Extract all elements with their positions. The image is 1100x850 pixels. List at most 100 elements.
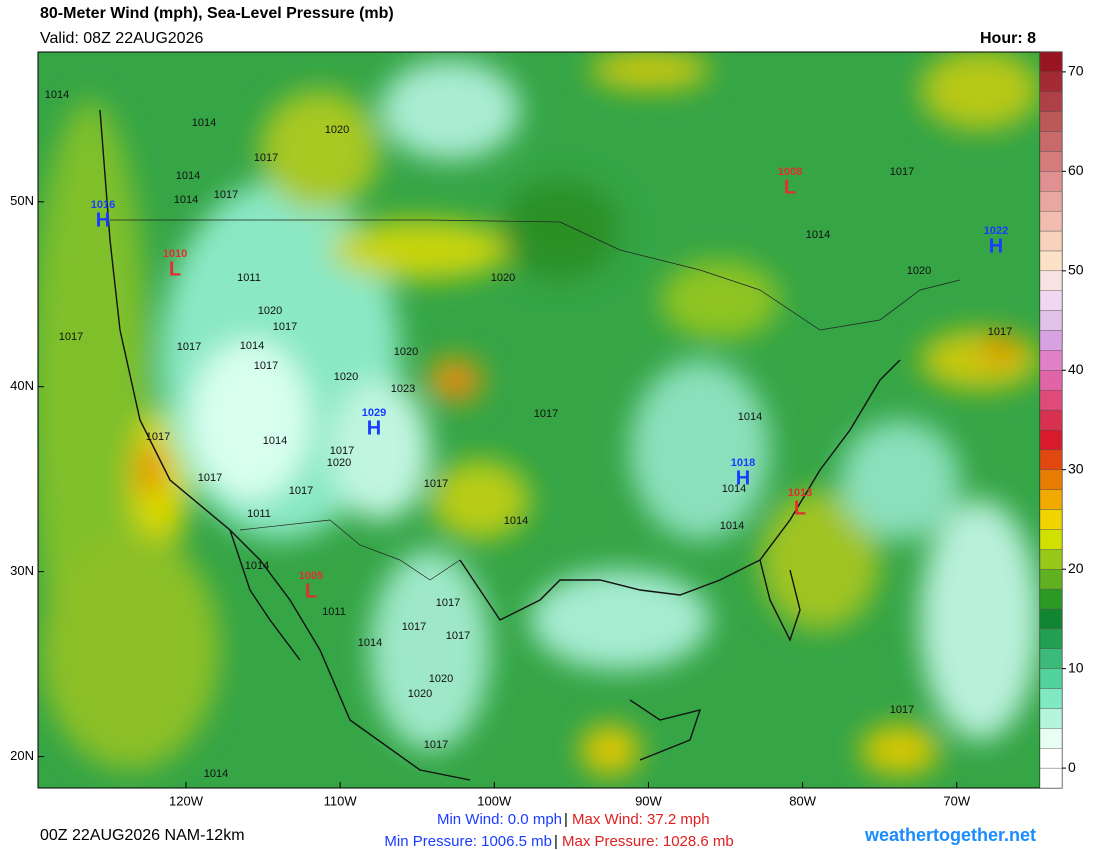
colorbar-swatch: [1039, 767, 1063, 789]
colorbar-label: 50: [1068, 262, 1084, 278]
borders: [110, 219, 961, 581]
colorbar-swatch: [1039, 688, 1063, 709]
center-letter: L: [794, 497, 806, 519]
center-pressure: 1022: [984, 225, 1008, 237]
colorbar-swatch: [1039, 549, 1063, 570]
isobar-label: 1017: [890, 704, 914, 716]
isobar-label: 1017: [254, 152, 278, 164]
isobar-label: 1014: [263, 435, 287, 447]
center-pressure: 1016: [91, 199, 115, 211]
max-wind: Max Wind: 37.2 mph: [572, 811, 710, 828]
colorbar-swatch: [1039, 489, 1063, 510]
isobar-label: 1020: [394, 346, 418, 358]
colorbar-swatch: [1039, 51, 1063, 73]
isobar-label: 1014: [504, 515, 528, 527]
isobar-label: 1020: [325, 124, 349, 136]
colorbar-swatch: [1039, 111, 1063, 132]
center-pressure: 1010: [163, 248, 187, 260]
colorbar-swatch: [1039, 270, 1063, 291]
colorbar-swatch: [1039, 91, 1063, 112]
colorbar-label: 40: [1068, 361, 1084, 377]
isobar-label: 1017: [273, 321, 297, 333]
isobar-label: 1017: [890, 166, 914, 178]
isobar-label: 1023: [391, 383, 415, 395]
isobar-label: 1017: [330, 445, 354, 457]
y-tick-label: 50N: [10, 193, 34, 208]
center-letter: H: [989, 235, 1003, 257]
x-tick-label: 110W: [324, 793, 358, 808]
colorbar-swatch: [1039, 250, 1063, 272]
y-tick-label: 30N: [10, 563, 34, 578]
isobar-label: 1011: [247, 508, 271, 520]
colorbar-label: 20: [1068, 560, 1084, 576]
y-tick-label: 40N: [10, 378, 34, 393]
min-wind: Min Wind: 0.0 mph: [437, 811, 562, 828]
map-field: [38, 52, 1040, 788]
isobar-label: 1014: [192, 117, 216, 129]
colorbar-swatch: [1039, 389, 1063, 411]
center-pressure: 1013: [788, 487, 812, 499]
max-pressure: Max Pressure: 1028.6 mb: [562, 833, 734, 850]
colorbar-swatch: [1039, 429, 1063, 451]
colorbar-label: 30: [1068, 460, 1084, 476]
isobar-label: 1017: [198, 472, 222, 484]
center-letter: H: [736, 467, 750, 489]
isobar-label: 1017: [402, 621, 426, 633]
colorbar-swatch: [1039, 290, 1063, 311]
isobar-label: 1017: [424, 739, 448, 751]
center-pressure: 1018: [731, 457, 755, 469]
isobar-label: 1017: [534, 408, 558, 420]
model-run: 00Z 22AUG2026 NAM-12km: [40, 827, 245, 844]
colorbar-label: 0: [1068, 759, 1076, 775]
isobar-label: 1017: [446, 630, 470, 642]
x-tick-label: 80W: [789, 793, 816, 808]
colorbar-swatch: [1039, 608, 1063, 630]
colorbar-swatch: [1039, 728, 1063, 749]
colorbar-swatch: [1039, 210, 1063, 232]
isobar-label: 1020: [258, 305, 282, 317]
colorbar-swatch: [1039, 230, 1063, 252]
isobar-label: 1014: [174, 194, 198, 206]
isobar-label: 1014: [722, 483, 746, 495]
colorbar-swatch: [1039, 131, 1063, 152]
isobar-label: 1017: [59, 331, 83, 343]
isobar-label: 1020: [327, 457, 351, 469]
isobar-label: 1017: [146, 431, 170, 443]
colorbar-swatch: [1039, 191, 1063, 212]
isobar-label: 1011: [322, 606, 346, 618]
title: 80-Meter Wind (mph), Sea-Level Pressure …: [40, 5, 394, 22]
isobar-label: 1011: [237, 272, 261, 284]
colorbar-swatch: [1039, 370, 1063, 391]
isobar-label: 1017: [177, 341, 201, 353]
colorbar-swatch: [1039, 529, 1063, 550]
colorbar-swatch: [1039, 409, 1063, 431]
x-tick-label: 100W: [477, 793, 512, 808]
colorbar-label: 70: [1068, 63, 1084, 79]
isobar-label: 1014: [358, 637, 382, 649]
isobar-label: 1020: [334, 371, 358, 383]
colorbar-swatch: [1039, 648, 1063, 669]
site-link[interactable]: weathertogether.net: [864, 825, 1036, 845]
colorbar-swatch: [1039, 469, 1063, 490]
colorbar-swatch: [1039, 708, 1063, 729]
separator: |: [554, 833, 558, 850]
center-pressure: 1008: [778, 166, 802, 178]
center-letter: H: [96, 209, 110, 231]
center-letter: H: [367, 417, 381, 439]
isobar-label: 1020: [429, 673, 453, 685]
isobar-label: 1017: [254, 360, 278, 372]
x-tick-label: 90W: [635, 793, 662, 808]
colorbar-swatch: [1039, 330, 1063, 351]
colorbar-swatch: [1039, 748, 1063, 769]
isobar-label: 1020: [907, 265, 931, 277]
forecast-hour: Hour: 8: [980, 30, 1036, 47]
isobar-label: 1017: [436, 597, 460, 609]
colorbar-swatch: [1039, 151, 1063, 172]
colorbar-swatch: [1039, 668, 1063, 689]
isobar-label: 1014: [738, 411, 762, 423]
isobar-label: 1014: [45, 89, 69, 101]
x-tick-label: 120W: [169, 793, 204, 808]
isobar-label: 1014: [806, 229, 830, 241]
center-letter: L: [784, 176, 796, 198]
